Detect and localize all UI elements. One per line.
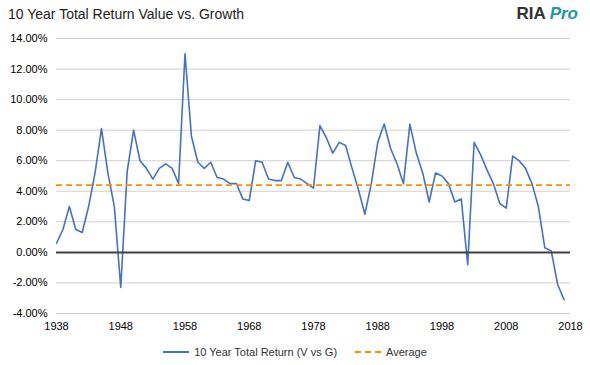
html-text:Average: Average: [386, 346, 427, 358]
svg-text:8.00%: 8.00%: [16, 124, 47, 136]
svg-text:2008: 2008: [494, 320, 518, 332]
html-text:10 Year Total Return (V vs G): 10 Year Total Return (V vs G): [194, 346, 337, 358]
svg-text:4.00%: 4.00%: [16, 185, 47, 197]
svg-text:-4.00%: -4.00%: [13, 307, 48, 319]
svg-text:2018: 2018: [558, 320, 582, 332]
svg-text:14.00%: 14.00%: [10, 32, 48, 44]
html-text:RIA Pro: RIA Pro: [516, 4, 578, 23]
svg-text:10.00%: 10.00%: [10, 93, 48, 105]
svg-text:-2.00%: -2.00%: [13, 276, 48, 288]
svg-text:1948: 1948: [109, 320, 133, 332]
svg-text:0.00%: 0.00%: [16, 246, 47, 258]
svg-text:1968: 1968: [237, 320, 261, 332]
svg-text:1938: 1938: [44, 320, 68, 332]
svg-text:1958: 1958: [173, 320, 197, 332]
svg-text:12.00%: 12.00%: [10, 63, 48, 75]
svg-text:6.00%: 6.00%: [16, 154, 47, 166]
svg-text:1998: 1998: [430, 320, 454, 332]
svg-text:1988: 1988: [366, 320, 390, 332]
svg-text:1978: 1978: [301, 320, 325, 332]
svg-text:2.00%: 2.00%: [16, 215, 47, 227]
html-text:10 Year Total Return Value vs.: 10 Year Total Return Value vs. Growth: [8, 6, 245, 22]
